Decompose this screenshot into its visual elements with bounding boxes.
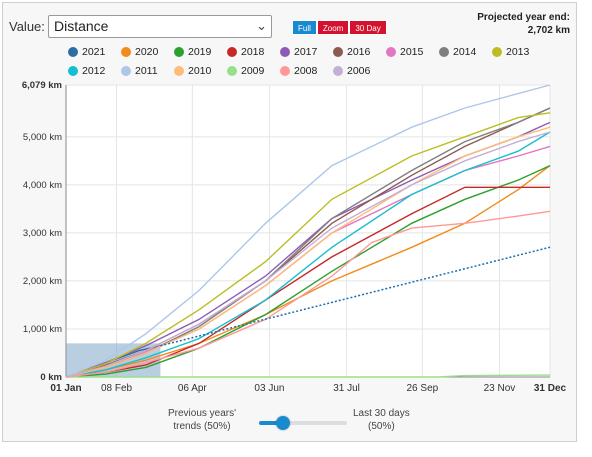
slider-left-label-line2: trends (50%) <box>173 421 231 432</box>
legend-label: 2008 <box>294 65 318 77</box>
slider-right-label-line2: (50%) <box>368 421 395 432</box>
x-tick-label: 08 Feb <box>101 383 133 394</box>
legend-swatch <box>280 66 290 76</box>
x-tick-label: 31 Jul <box>333 383 360 394</box>
x-tick-label: 03 Jun <box>254 383 284 394</box>
legend-swatch <box>280 47 290 57</box>
legend-label: 2020 <box>135 46 159 58</box>
legend-item-2012[interactable]: 2012 <box>68 65 105 77</box>
legend-swatch <box>121 66 131 76</box>
legend-swatch <box>333 47 343 57</box>
legend-label: 2015 <box>400 46 424 58</box>
legend-label: 2009 <box>241 65 265 77</box>
legend-swatch <box>492 47 502 57</box>
legend-label: 2006 <box>347 65 371 77</box>
legend-label: 2010 <box>188 65 212 77</box>
legend-item-2011[interactable]: 2011 <box>121 65 158 77</box>
legend-label: 2019 <box>188 46 212 58</box>
zoom-button[interactable]: Zoom <box>316 20 350 35</box>
slider-right-label-line1: Last 30 days <box>353 408 410 419</box>
legend-item-2019[interactable]: 2019 <box>174 46 211 58</box>
x-tick-label: 26 Sep <box>407 383 439 394</box>
slider-left-label: Previous years' trends (50%) <box>168 407 236 433</box>
legend-item-2018[interactable]: 2018 <box>227 46 264 58</box>
projection-box: Projected year end: 2,702 km <box>477 11 570 37</box>
y-tick-label: 4,000 km <box>23 180 62 191</box>
legend-label: 2017 <box>294 46 318 58</box>
legend-item-2006[interactable]: 2006 <box>333 65 370 77</box>
legend-label: 2014 <box>453 46 477 58</box>
legend-item-2015[interactable]: 2015 <box>386 46 423 58</box>
y-tick-label: 0 km <box>40 372 62 383</box>
legend-swatch <box>174 66 184 76</box>
legend-label: 2012 <box>82 65 106 77</box>
thirty-day-button[interactable]: 30 Day <box>349 20 387 35</box>
legend-swatch <box>227 66 237 76</box>
series-line-2010 <box>65 126 551 378</box>
legend-item-2009[interactable]: 2009 <box>227 65 264 77</box>
slider-thumb[interactable] <box>276 416 290 430</box>
legend-item-2017[interactable]: 2017 <box>280 46 317 58</box>
value-select-text: Distance <box>54 18 109 34</box>
y-tick-label: 3,000 km <box>23 228 62 239</box>
legend-swatch <box>68 66 78 76</box>
series-line-2019 <box>65 164 551 378</box>
x-tick-label: 06 Apr <box>178 383 208 394</box>
projection-label: Projected year end: <box>477 12 570 23</box>
series-line-2013 <box>65 112 551 378</box>
legend-item-2020[interactable]: 2020 <box>121 46 158 58</box>
legend-swatch <box>121 47 131 57</box>
y-tick-label: 2,000 km <box>23 276 62 287</box>
legend-item-2021[interactable]: 2021 <box>68 46 105 58</box>
slider-right-label: Last 30 days (50%) <box>353 407 410 433</box>
legend-label: 2011 <box>135 65 158 77</box>
legend-swatch <box>439 47 449 57</box>
legend-label: 2018 <box>241 46 265 58</box>
legend-swatch <box>333 66 343 76</box>
slider-left-label-line1: Previous years' <box>168 408 237 419</box>
y-tick-label: 5,000 km <box>23 132 62 143</box>
value-select[interactable]: Distance ⌄ <box>48 15 272 38</box>
value-label: Value: <box>9 19 45 34</box>
x-tick-label: 23 Nov <box>484 383 516 394</box>
series-line-2008 <box>65 210 551 378</box>
series-line-2012 <box>65 131 551 378</box>
legend-label: 2016 <box>347 46 371 58</box>
legend-item-2016[interactable]: 2016 <box>333 46 370 58</box>
plot-area <box>66 85 550 377</box>
legend-swatch <box>68 47 78 57</box>
trend-slider[interactable] <box>259 416 347 430</box>
legend-item-2008[interactable]: 2008 <box>280 65 317 77</box>
projection-value: 2,702 km <box>527 25 570 36</box>
legend-item-2010[interactable]: 2010 <box>174 65 211 77</box>
slider-fill <box>259 421 283 425</box>
x-tick-label: 31 Dec <box>534 383 567 394</box>
x-tick-label: 01 Jan <box>50 383 81 394</box>
series-line-2006 <box>65 131 551 378</box>
legend-label: 2021 <box>82 46 106 58</box>
y-tick-label: 6,079 km <box>22 80 62 91</box>
legend-item-2013[interactable]: 2013 <box>492 46 529 58</box>
chevron-down-icon: ⌄ <box>256 18 267 33</box>
range-buttons: Full Zoom 30 Day <box>292 20 387 35</box>
projection-line <box>160 246 551 347</box>
series-line-2011 <box>65 84 551 378</box>
y-tick-label: 1,000 km <box>23 324 62 335</box>
legend-item-2014[interactable]: 2014 <box>439 46 476 58</box>
full-button[interactable]: Full <box>292 20 317 35</box>
legend-swatch <box>227 47 237 57</box>
legend-label: 2013 <box>506 46 530 58</box>
legend-swatch <box>174 47 184 57</box>
legend-swatch <box>386 47 396 57</box>
series-line-2009 <box>66 374 551 378</box>
